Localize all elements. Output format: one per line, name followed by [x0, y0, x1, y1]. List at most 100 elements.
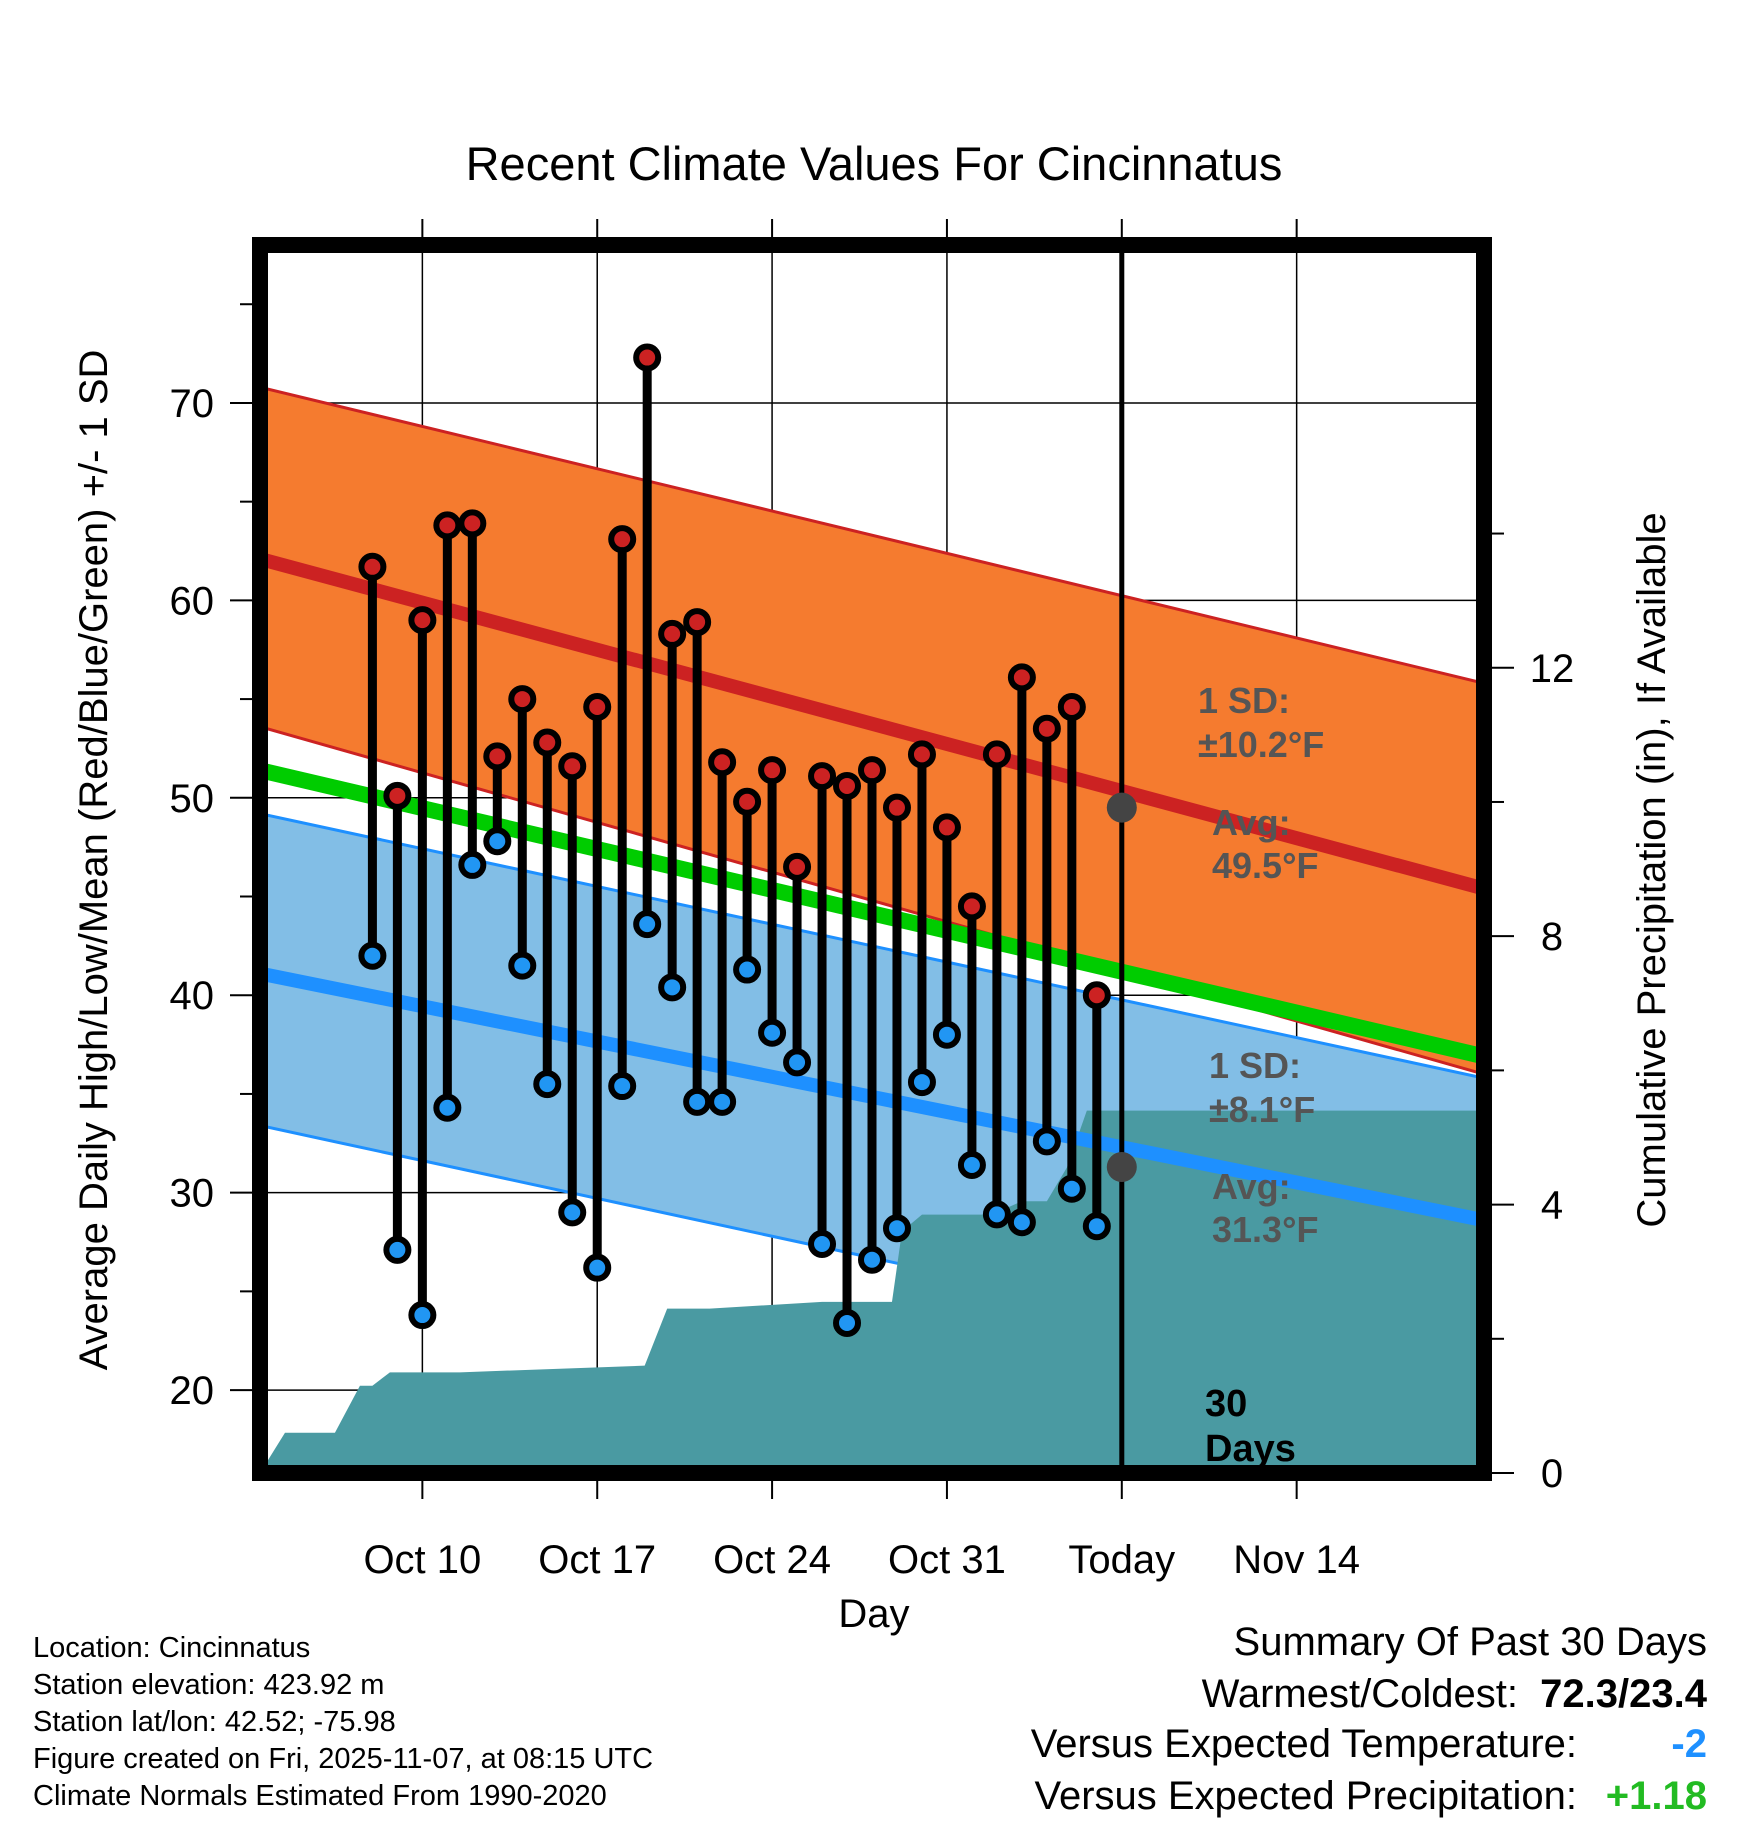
daily-low-point [508, 951, 537, 980]
daily-low-point [957, 1151, 986, 1180]
daily-values [358, 343, 1111, 1337]
normal-high-line [260, 552, 1484, 896]
daily-high-point [458, 509, 487, 538]
x-tick-label: Nov 14 [1233, 1538, 1360, 1582]
low-avg-value: 31.3°F [1212, 1209, 1318, 1250]
low-avg-label: Avg: [1212, 1166, 1291, 1207]
daily-low-point [783, 1048, 812, 1077]
summary-precip: Versus Expected Precipitation: +1.18 [1034, 1774, 1707, 1819]
daily-low-point [708, 1087, 737, 1116]
daily-high-point [833, 771, 862, 800]
daily-high-point [733, 787, 762, 816]
plot-frame [252, 237, 1492, 1481]
summary-temp-value: -2 [1671, 1722, 1707, 1766]
low-sd-label: 1 SD: [1209, 1045, 1301, 1086]
axes: Oct 10 Oct 17 Oct 24 Oct 31 Today Nov 14 20 30 4… [170, 219, 1575, 1582]
summary-title: Summary Of Past 30 Days [1233, 1620, 1707, 1664]
daily-high-point [483, 742, 512, 771]
info-created: Figure created on Fri, 2025-11-07, at 08… [33, 1743, 654, 1775]
summary-warmest-value: 72.3/23.4 [1540, 1672, 1707, 1716]
daily-low-point [833, 1308, 862, 1337]
info-elevation: Station elevation: 423.92 m [33, 1669, 385, 1701]
daily-high-point [758, 756, 787, 785]
y-axis-label-right: Cumulative Precipitation (in), If Availa… [1630, 512, 1674, 1227]
daily-high-point [783, 852, 812, 881]
y-tick-label-left: 50 [170, 777, 215, 821]
summary-warmest: Warmest/Coldest: 72.3/23.4 [1202, 1672, 1707, 1717]
daily-low-point [1082, 1212, 1111, 1241]
daily-high-point [683, 608, 712, 637]
daily-low-point [907, 1068, 936, 1097]
high-sd-band-upper-edge [260, 385, 1484, 685]
x-tick-label: Today [1068, 1538, 1175, 1582]
daily-low-point [408, 1301, 437, 1330]
daily-high-point [558, 752, 587, 781]
days-count: 30 [1205, 1383, 1247, 1425]
daily-low-point [483, 827, 512, 856]
daily-low-point [733, 955, 762, 984]
daily-high-point [858, 756, 886, 785]
y-tick-label-right: 0 [1541, 1452, 1563, 1496]
y-tick-label-left: 40 [170, 974, 215, 1018]
daily-low-point [982, 1200, 1011, 1229]
daily-high-point [408, 606, 437, 635]
high-sd-value: ±10.2°F [1198, 724, 1324, 765]
daily-high-point [957, 892, 986, 921]
daily-high-point [608, 525, 637, 554]
daily-low-point [658, 973, 687, 1002]
info-normals: Climate Normals Estimated From 1990-2020 [33, 1780, 607, 1812]
daily-low-point [1057, 1174, 1086, 1203]
y-tick-label-right: 8 [1541, 915, 1563, 959]
daily-high-point [1057, 692, 1086, 721]
summary-temp-label: Versus Expected Temperature: [1030, 1722, 1577, 1766]
y-tick-label-left: 20 [170, 1369, 215, 1413]
daily-high-point [433, 511, 462, 540]
high-avg-label: Avg: [1212, 802, 1291, 843]
precip-area [260, 1110, 1484, 1473]
daily-high-point [383, 781, 412, 810]
daily-high-point [907, 740, 936, 769]
daily-low-point [882, 1214, 911, 1243]
daily-low-point [858, 1245, 886, 1274]
daily-low-point [433, 1093, 462, 1122]
daily-high-point [1032, 714, 1061, 743]
daily-high-point [808, 762, 837, 791]
precip-layer [260, 1110, 1484, 1473]
today-low-avg-marker [1106, 1151, 1137, 1182]
daily-high-point [508, 685, 537, 714]
today-high-avg-marker [1106, 792, 1137, 823]
y-axis-label-left: Average Daily High/Low/Mean (Red/Blue/Gr… [72, 350, 116, 1371]
info-latlon: Station lat/lon: 42.52; -75.98 [33, 1706, 396, 1738]
daily-low-point [683, 1087, 712, 1116]
daily-low-point [1007, 1208, 1036, 1237]
x-tick-label: Oct 24 [713, 1538, 831, 1582]
days-label: Days [1205, 1428, 1296, 1470]
summary-precip-value: +1.18 [1605, 1774, 1707, 1818]
daily-high-point [982, 740, 1011, 769]
daily-high-point [633, 343, 662, 372]
y-tick-label-right: 12 [1530, 647, 1575, 691]
daily-high-point [932, 813, 961, 842]
daily-high-point [658, 619, 687, 648]
daily-high-point [708, 748, 737, 777]
chart-title: Recent Climate Values For Cincinnatus [466, 137, 1283, 190]
daily-low-point [383, 1235, 412, 1264]
daily-low-point [558, 1198, 587, 1227]
x-tick-label: Oct 10 [363, 1538, 481, 1582]
daily-high-point [1007, 663, 1036, 692]
y-tick-label-left: 30 [170, 1172, 215, 1216]
daily-high-point [1082, 981, 1111, 1010]
x-axis-label: Day [838, 1592, 909, 1636]
y-tick-label-left: 60 [170, 579, 215, 623]
daily-high-point [358, 552, 387, 581]
daily-low-point [808, 1229, 837, 1258]
daily-high-point [533, 728, 562, 757]
daily-low-point [458, 850, 487, 879]
y-tick-label-right: 4 [1541, 1184, 1563, 1228]
daily-low-point [533, 1070, 562, 1099]
daily-high-point [583, 692, 612, 721]
daily-low-point [1032, 1127, 1061, 1156]
daily-low-point [633, 910, 662, 939]
